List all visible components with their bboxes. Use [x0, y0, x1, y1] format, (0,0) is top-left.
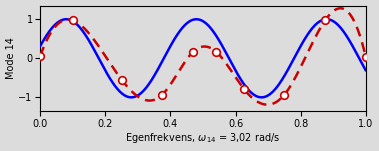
Point: [322, 19, 328, 22]
Point: [37, 55, 43, 58]
Point: [159, 93, 165, 96]
Point: [190, 50, 196, 53]
Point: [119, 79, 125, 81]
Point: [213, 50, 219, 53]
Y-axis label: Mode 14: Mode 14: [6, 37, 16, 79]
Point: [363, 56, 369, 58]
X-axis label: Egenfrekvens, $\omega_{14}$ = 3,02 rad/s: Egenfrekvens, $\omega_{14}$ = 3,02 rad/s: [125, 131, 281, 145]
Point: [281, 93, 287, 96]
Point: [70, 19, 76, 22]
Point: [241, 88, 247, 90]
